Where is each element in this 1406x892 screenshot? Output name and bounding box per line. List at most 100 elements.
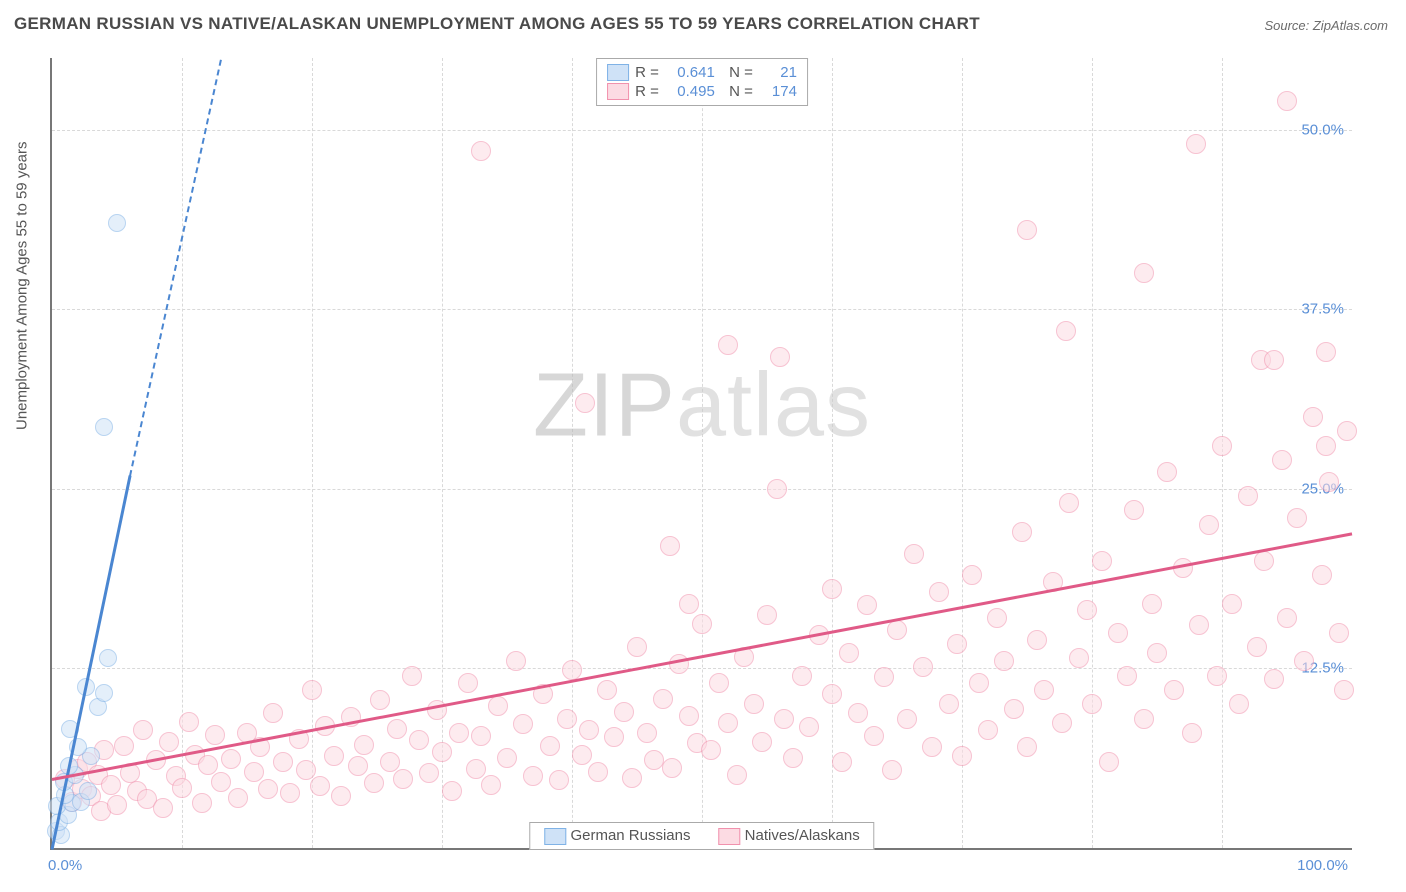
legend-swatch [544, 828, 566, 845]
data-point [1092, 551, 1112, 571]
data-point [978, 720, 998, 740]
data-point [1316, 436, 1336, 456]
data-point [1212, 436, 1232, 456]
data-point [449, 723, 469, 743]
data-point [354, 735, 374, 755]
legend-n-value: 174 [759, 83, 797, 100]
legend-n-label: N = [721, 64, 753, 81]
data-point [280, 783, 300, 803]
legend-series-item: German Russians [544, 827, 690, 845]
data-point [994, 651, 1014, 671]
data-point [962, 565, 982, 585]
data-point [380, 752, 400, 772]
data-point [1134, 263, 1154, 283]
data-point [1052, 713, 1072, 733]
data-point [1319, 472, 1339, 492]
legend-series-label: German Russians [570, 827, 690, 844]
data-point [1264, 350, 1284, 370]
data-point [273, 752, 293, 772]
data-point [952, 746, 972, 766]
data-point [774, 709, 794, 729]
legend-stat-row: R =0.641 N =21 [607, 63, 797, 82]
data-point [792, 666, 812, 686]
x-tick-label: 100.0% [1297, 857, 1348, 874]
data-point [922, 737, 942, 757]
legend-stats: R =0.641 N =21R =0.495 N =174 [596, 58, 808, 106]
legend-stat-row: R =0.495 N =174 [607, 82, 797, 101]
legend-r-label: R = [635, 83, 659, 100]
gridline-v [1092, 58, 1093, 848]
data-point [947, 634, 967, 654]
data-point [244, 762, 264, 782]
y-tick-label: 50.0% [1301, 121, 1344, 138]
data-point [1082, 694, 1102, 714]
legend-r-value: 0.495 [665, 83, 715, 100]
data-point [939, 694, 959, 714]
data-point [513, 714, 533, 734]
data-point [1056, 321, 1076, 341]
data-point [744, 694, 764, 714]
data-point [107, 795, 127, 815]
data-point [205, 725, 225, 745]
data-point [679, 594, 699, 614]
data-point [1303, 407, 1323, 427]
data-point [258, 779, 278, 799]
data-point [1164, 680, 1184, 700]
chart-title: GERMAN RUSSIAN VS NATIVE/ALASKAN UNEMPLO… [14, 14, 980, 34]
data-point [540, 736, 560, 756]
data-point [1294, 651, 1314, 671]
legend-r-value: 0.641 [665, 64, 715, 81]
data-point [770, 347, 790, 367]
data-point [471, 726, 491, 746]
correlation-chart: GERMAN RUSSIAN VS NATIVE/ALASKAN UNEMPLO… [0, 0, 1406, 892]
data-point [402, 666, 422, 686]
legend-n-value: 21 [759, 64, 797, 81]
data-point [471, 141, 491, 161]
legend-swatch [607, 83, 629, 100]
data-point [579, 720, 599, 740]
data-point [108, 214, 126, 232]
data-point [839, 643, 859, 663]
data-point [1329, 623, 1349, 643]
data-point [1142, 594, 1162, 614]
data-point [562, 660, 582, 680]
data-point [1069, 648, 1089, 668]
data-point [159, 732, 179, 752]
data-point [1277, 608, 1297, 628]
data-point [523, 766, 543, 786]
data-point [370, 690, 390, 710]
data-point [1034, 680, 1054, 700]
data-point [364, 773, 384, 793]
data-point [1077, 600, 1097, 620]
data-point [221, 749, 241, 769]
data-point [572, 745, 592, 765]
data-point [228, 788, 248, 808]
data-point [419, 763, 439, 783]
data-point [987, 608, 1007, 628]
data-point [458, 673, 478, 693]
data-point [904, 544, 924, 564]
trend-line [129, 59, 222, 476]
data-point [692, 614, 712, 634]
data-point [653, 689, 673, 709]
data-point [1157, 462, 1177, 482]
data-point [1229, 694, 1249, 714]
data-point [588, 762, 608, 782]
data-point [114, 736, 134, 756]
data-point [133, 720, 153, 740]
data-point [192, 793, 212, 813]
x-tick-label: 0.0% [48, 857, 82, 874]
data-point [752, 732, 772, 752]
data-point [348, 756, 368, 776]
data-point [1199, 515, 1219, 535]
data-point [575, 393, 595, 413]
data-point [324, 746, 344, 766]
data-point [857, 595, 877, 615]
data-point [767, 479, 787, 499]
data-point [432, 742, 452, 762]
data-point [1017, 220, 1037, 240]
watermark-right: atlas [676, 355, 871, 455]
data-point [897, 709, 917, 729]
watermark-left: ZIP [533, 355, 676, 455]
y-tick-label: 37.5% [1301, 301, 1344, 318]
